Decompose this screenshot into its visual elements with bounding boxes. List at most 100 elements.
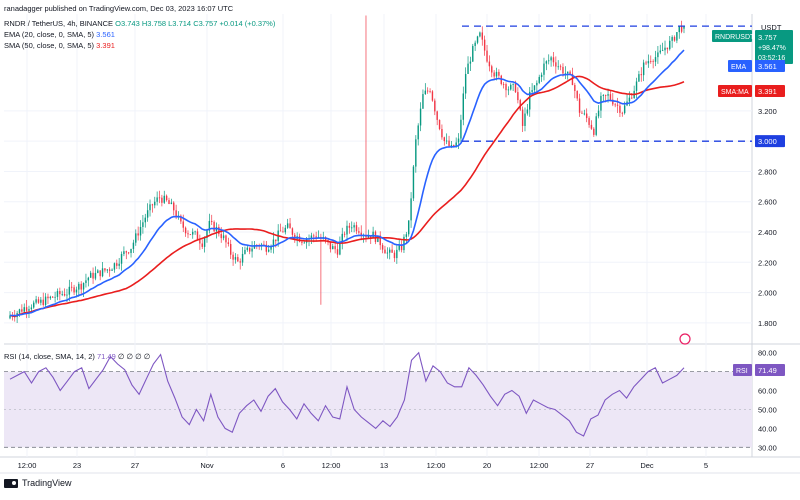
publisher-line: ranadagger published on TradingView.com,…	[4, 4, 234, 13]
candle-body	[132, 242, 135, 249]
candle-body	[23, 307, 25, 312]
candle-body	[52, 296, 54, 298]
candle-body	[99, 270, 101, 277]
candle-body	[393, 252, 396, 259]
candle-body	[479, 32, 481, 37]
rsi-value-badge-bg	[755, 364, 785, 376]
candle-body	[343, 233, 346, 235]
sma-legend[interactable]: SMA (50, close, 0, SMA, 5) 3.391	[4, 41, 115, 51]
candle-body	[336, 249, 339, 255]
candle-body	[211, 220, 213, 222]
candle-body	[379, 235, 381, 246]
candle-body	[623, 105, 626, 114]
candle-body	[469, 61, 472, 64]
candle-body	[244, 249, 246, 254]
candle-body	[82, 283, 85, 290]
candle-body	[137, 233, 139, 236]
candle-body	[218, 226, 220, 235]
candle-body	[445, 140, 448, 142]
candle-body	[647, 61, 650, 64]
price-tick-label: 2.200	[758, 258, 777, 267]
candle-body	[315, 236, 317, 238]
candle-body	[9, 315, 11, 319]
candle-body	[284, 227, 287, 233]
bar-countdown: 03:52:16	[758, 55, 785, 62]
candle-body	[645, 62, 647, 64]
price-tick-label: 2.800	[758, 167, 777, 176]
candle-body	[303, 242, 305, 244]
rsi-value-badge: 71.49	[758, 366, 777, 375]
candle-body	[113, 263, 116, 270]
candle-body	[412, 166, 415, 199]
candle-body	[666, 47, 669, 50]
candle-body	[614, 104, 616, 106]
candle-body	[301, 241, 303, 243]
rsi-legend[interactable]: RSI (14, close, SMA, 14, 2) 71.49 ∅ ∅ ∅ …	[4, 352, 150, 362]
candle-body	[189, 234, 192, 236]
candle-body	[87, 277, 90, 281]
candle-body	[457, 138, 460, 143]
candle-body	[291, 228, 294, 235]
ema-price-badge-bg	[755, 60, 785, 72]
candle-body	[495, 71, 498, 77]
ema-value: 3.561	[96, 30, 115, 39]
time-tick-label: 20	[483, 461, 491, 470]
candle-body	[192, 231, 194, 235]
rsi-tick-label: 80.00	[758, 349, 777, 358]
candle-body	[237, 257, 239, 262]
candle-body	[595, 116, 597, 135]
candle-body	[419, 108, 422, 126]
symbol-name[interactable]: RNDR / TetherUS, 4h, BINANCE	[4, 19, 114, 28]
candle-body	[628, 97, 631, 102]
candle-body	[448, 140, 450, 147]
candle-body	[562, 66, 564, 74]
rsi-tick-label: 40.00	[758, 424, 777, 433]
candle-body	[47, 296, 49, 299]
candle-body	[422, 94, 424, 109]
candle-body	[21, 309, 23, 312]
candle-body	[144, 217, 146, 223]
last-price-change: +98.47%	[758, 45, 786, 52]
candle-body	[199, 240, 201, 244]
rsi-line	[9, 351, 685, 437]
candle-body	[175, 210, 177, 217]
candle-body	[676, 32, 678, 41]
candle-body	[671, 37, 673, 41]
candle-body	[514, 83, 517, 93]
rsi-value: 71.49	[96, 352, 116, 361]
rsi-tick-label: 30.00	[758, 443, 777, 452]
candle-body	[239, 261, 241, 263]
candle-body	[70, 286, 73, 288]
candle-body	[89, 272, 92, 278]
candle-body	[253, 245, 256, 249]
candle-body	[61, 294, 63, 295]
candle-body	[332, 246, 334, 250]
tradingview-logo-icon	[4, 478, 18, 488]
candle-body	[443, 137, 446, 142]
candle-body	[367, 235, 370, 238]
candle-body	[25, 307, 28, 311]
time-tick-label: 12:00	[427, 461, 446, 470]
ema-legend[interactable]: EMA (20, close, 0, SMA, 5) 3.561	[4, 30, 115, 40]
candle-body	[429, 90, 431, 92]
candle-body	[491, 66, 493, 73]
candle-body	[389, 249, 391, 253]
footer-brand[interactable]: TradingView	[4, 478, 72, 488]
candle-body	[40, 299, 42, 303]
candle-body	[588, 118, 590, 125]
candle-body	[576, 90, 578, 99]
candle-body	[63, 294, 66, 296]
candle-body	[642, 62, 645, 76]
price-tick-label: 3.200	[758, 107, 777, 116]
ohlc-change: +0.014 (+0.37%)	[219, 19, 276, 28]
candle-body	[391, 249, 393, 253]
candle-body	[555, 62, 557, 67]
candle-body	[310, 235, 313, 239]
candle-body	[462, 93, 464, 120]
candle-body	[201, 243, 203, 247]
candle-body	[564, 73, 567, 75]
candle-body	[678, 25, 680, 33]
candle-body	[222, 235, 225, 239]
